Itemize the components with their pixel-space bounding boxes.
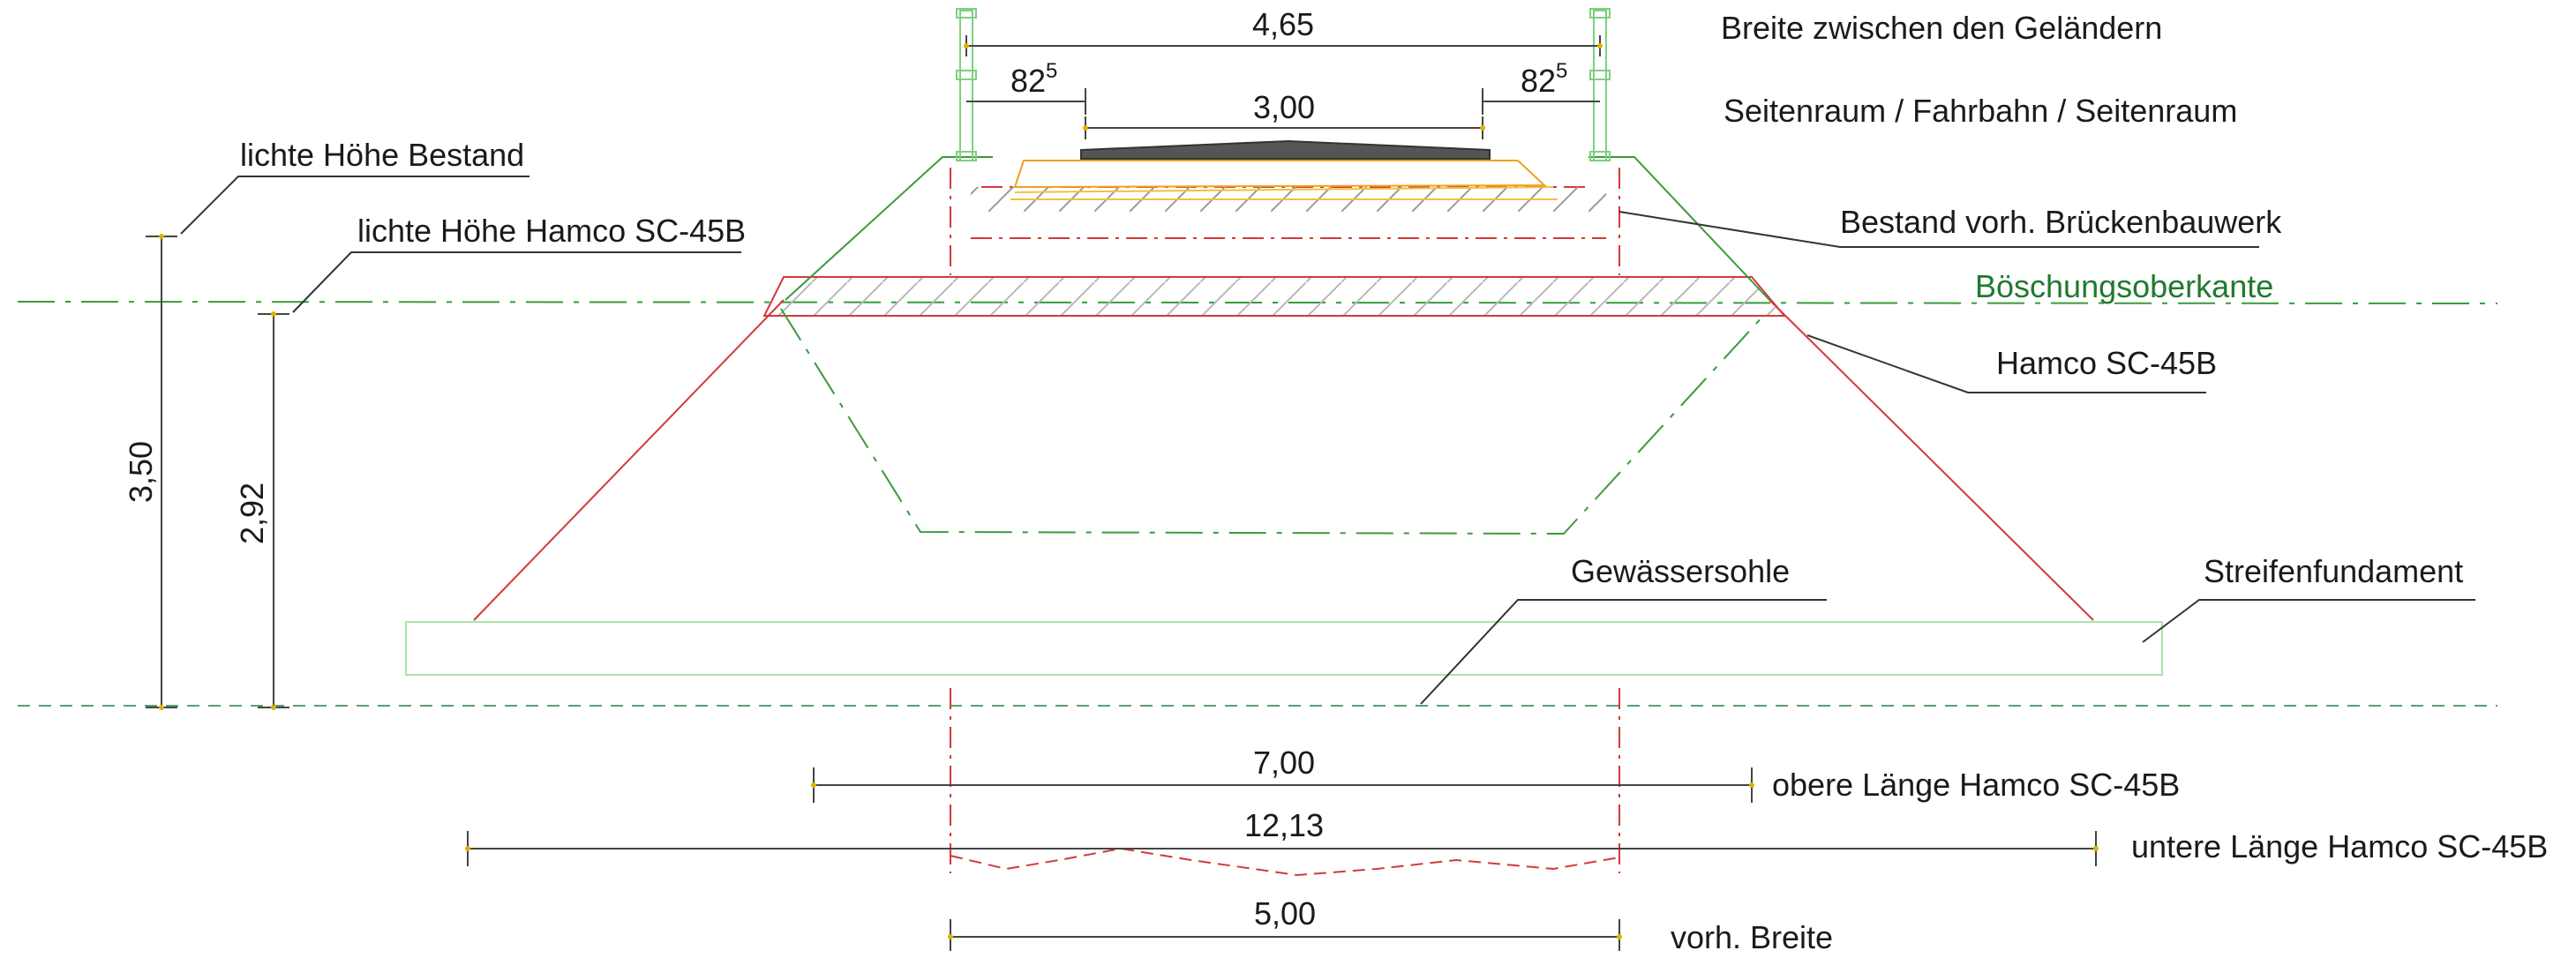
label-obere-laenge: obere Länge Hamco SC-45B xyxy=(1772,767,2180,803)
streifenfundament-slab xyxy=(405,621,2163,676)
leader-lines xyxy=(180,176,2475,705)
leader-lichte-hoehe-bestand xyxy=(180,176,529,235)
dim-value-width-railings: 4,65 xyxy=(1252,6,1314,42)
hamco-left-wall xyxy=(473,299,785,621)
label-lichte-hoehe-hamco: lichte Höhe Hamco SC-45B xyxy=(357,213,746,249)
dim-tick-markers xyxy=(159,43,2099,939)
label-hamco: Hamco SC-45B xyxy=(1996,345,2217,381)
label-untere-laenge: untere Länge Hamco SC-45B xyxy=(2131,828,2548,864)
leader-bestand-bauwerk xyxy=(1618,211,2259,248)
deck-layer-yellow xyxy=(1014,186,1554,193)
dim-value-upper-length: 7,00 xyxy=(1253,745,1315,781)
dim-side-left xyxy=(966,88,1086,115)
hamco-right-wall xyxy=(1769,299,2094,621)
label-breite-gelaender: Breite zwischen den Geländern xyxy=(1721,10,2162,46)
dim-value-side-left-main: 82 xyxy=(1010,63,1046,99)
railing-left xyxy=(956,8,977,161)
dim-value-side-right: 825 xyxy=(1521,59,1567,99)
deck-layer-orange xyxy=(1013,160,1547,189)
dim-value-side-right-sup: 5 xyxy=(1556,59,1567,83)
label-vorh-breite: vorh. Breite xyxy=(1671,919,1833,954)
dim-value-existing-width: 5,00 xyxy=(1254,895,1316,932)
dim-value-side-left-sup: 5 xyxy=(1046,59,1057,83)
leader-streifenfundament xyxy=(2142,599,2475,643)
railing-right xyxy=(1589,8,1611,161)
dim-value-side-left: 825 xyxy=(1010,59,1057,99)
label-bestand-bauwerk: Bestand vorh. Brückenbauwerk xyxy=(1840,204,2282,240)
dim-side-right xyxy=(1482,88,1600,115)
leader-lichte-hoehe-hamco xyxy=(292,251,741,313)
label-boeschungsoberkante: Böschungsoberkante xyxy=(1975,268,2273,304)
leader-hamco xyxy=(1806,334,2206,393)
label-gewaessersohle: Gewässersohle xyxy=(1571,553,1790,589)
dim-value-lower-length: 12,13 xyxy=(1244,807,1324,843)
carriageway-asphalt xyxy=(1080,139,1491,160)
label-lichte-hoehe-bestand: lichte Höhe Bestand xyxy=(240,137,524,173)
dim-value-side-right-main: 82 xyxy=(1521,63,1556,99)
dim-value-height-hamco: 2,92 xyxy=(234,483,270,544)
leader-gewaessersohle xyxy=(1420,599,1827,705)
hamco-top-band xyxy=(762,276,1787,317)
inner-profile xyxy=(780,308,1766,535)
embankment-slope-right xyxy=(1588,156,1770,301)
dim-value-carriageway: 3,00 xyxy=(1253,89,1315,125)
dim-value-height-bestand: 3,50 xyxy=(123,441,159,503)
label-seitenraum: Seitenraum / Fahrbahn / Seitenraum xyxy=(1724,93,2237,129)
label-streifenfundament: Streifenfundament xyxy=(2204,553,2463,589)
bestand-bottom-wave xyxy=(950,847,1620,877)
